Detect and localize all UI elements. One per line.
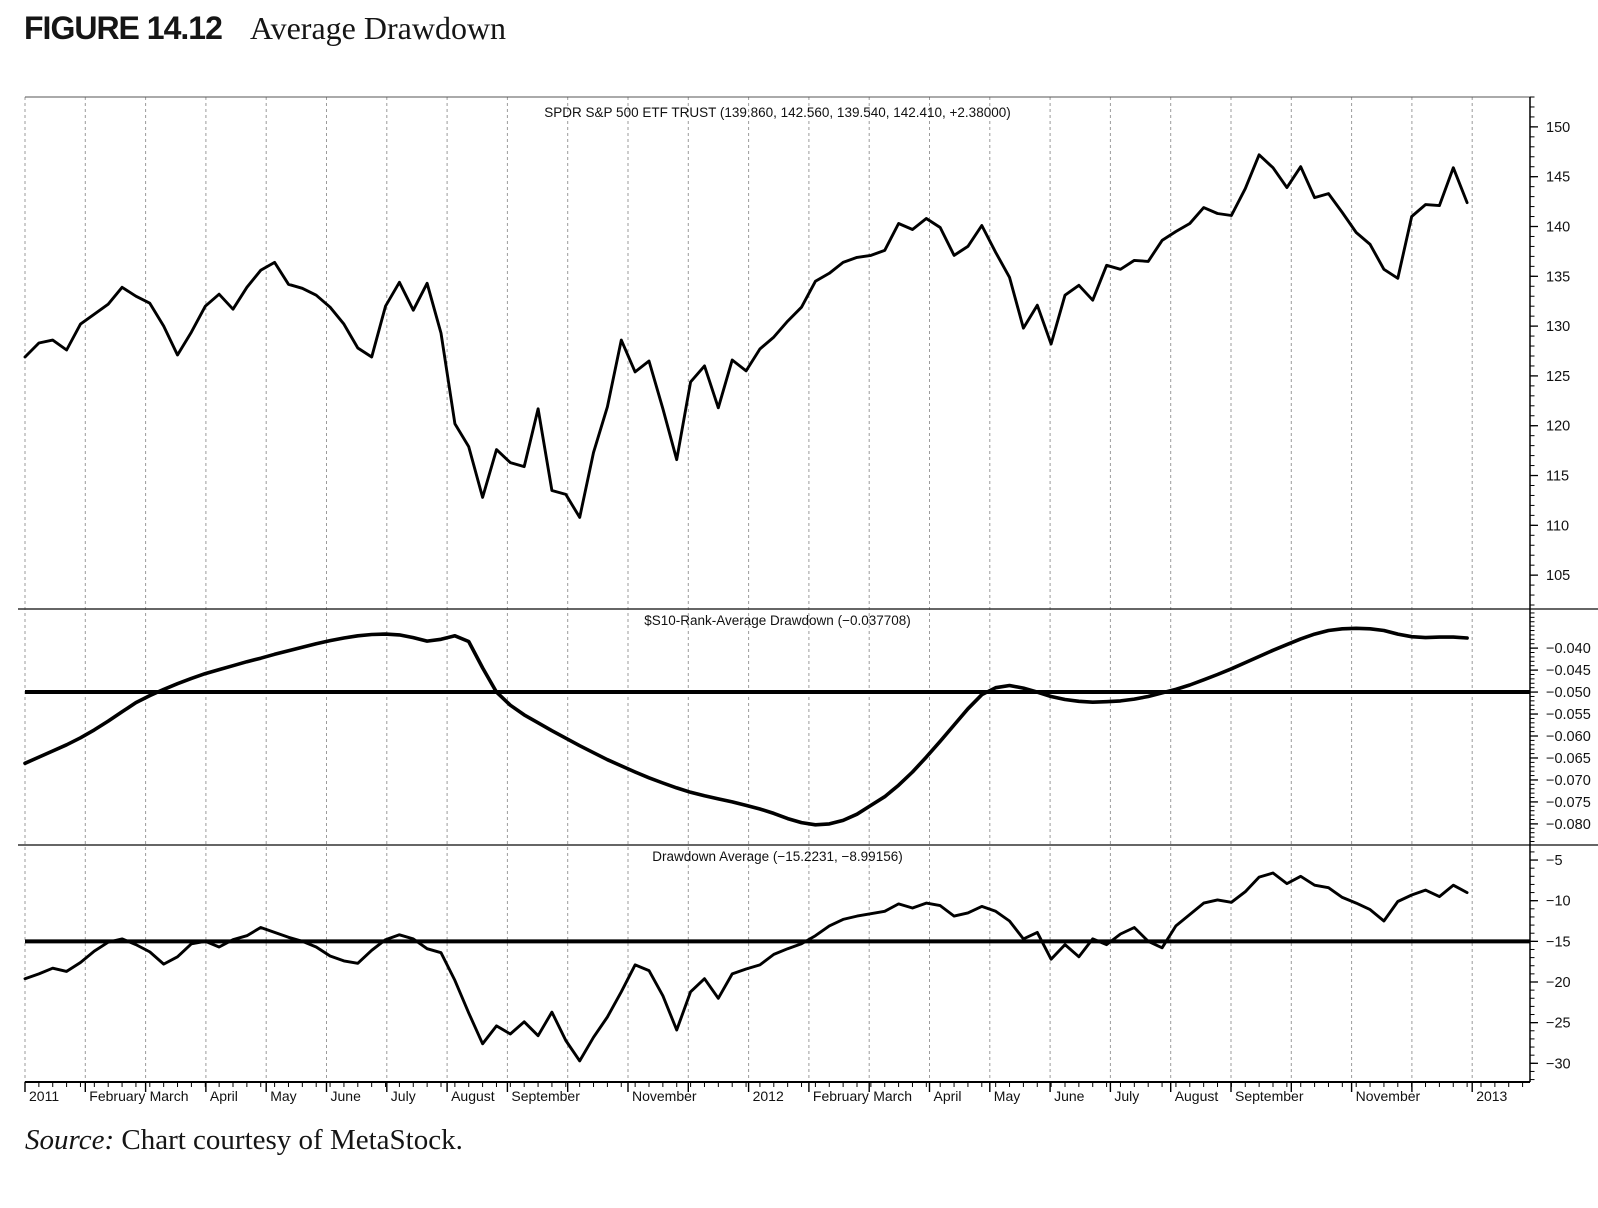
y-tick-label: −10 (1546, 894, 1571, 910)
y-tick-label: −0.065 (1546, 751, 1591, 767)
y-tick-label: 140 (1546, 219, 1570, 235)
x-axis-label: November (1356, 1088, 1421, 1104)
x-axis-label: July (1114, 1088, 1139, 1104)
figure-title: Average Drawdown (249, 10, 507, 46)
y-tick-label: −15 (1546, 934, 1571, 950)
x-axis-label: July (391, 1088, 416, 1104)
y-tick-label: −0.080 (1546, 817, 1591, 833)
y-tick-label: −25 (1546, 1016, 1571, 1032)
y-tick-label: 125 (1546, 369, 1570, 385)
rank-average-drawdown-series (23, 626, 1469, 827)
figure-number: FIGURE 14.12 (24, 10, 223, 46)
source-prefix: Source: (25, 1124, 115, 1156)
x-axis-label: September (511, 1088, 580, 1104)
x-axis-label: 2011 (29, 1088, 59, 1104)
y-tick-label: −20 (1546, 975, 1571, 991)
drawdown-average-series (23, 871, 1469, 1063)
x-axis-label: April (210, 1088, 238, 1104)
panel-title: Drawdown Average (−15.2231, −8.99156) (652, 849, 902, 864)
y-tick-label: 115 (1546, 469, 1569, 485)
y-tick-label: 105 (1546, 568, 1570, 584)
x-axis-label: August (1175, 1088, 1219, 1104)
x-axis-label: November (632, 1088, 697, 1104)
x-axis-label: September (1235, 1088, 1304, 1104)
source-credit: Source: Chart courtesy of MetaStock. (25, 1124, 463, 1157)
y-tick-label: −0.075 (1546, 795, 1591, 811)
y-tick-label: 150 (1546, 120, 1570, 136)
x-axis-label: February (89, 1088, 145, 1104)
x-axis-label: March (150, 1088, 189, 1104)
panel-title: $S10-Rank-Average Drawdown (−0.037708) (644, 613, 911, 628)
source-text: Chart courtesy of MetaStock. (114, 1124, 463, 1156)
x-axis-label: June (1054, 1088, 1085, 1104)
y-tick-label: −0.040 (1546, 641, 1591, 657)
y-tick-label: −0.070 (1546, 773, 1591, 789)
y-tick-label: −30 (1546, 1056, 1571, 1072)
y-tick-label: 135 (1546, 269, 1570, 285)
price-series (23, 153, 1469, 519)
y-tick-label: 145 (1546, 170, 1570, 186)
x-axis-label: May (270, 1088, 296, 1104)
x-axis-label: April (934, 1088, 962, 1104)
y-tick-label: 110 (1546, 518, 1569, 534)
x-axis-label: May (994, 1088, 1020, 1104)
x-axis-label: March (873, 1088, 912, 1104)
y-tick-label: 130 (1546, 319, 1570, 335)
figure-caption: FIGURE 14.12 Average Drawdown (24, 10, 506, 47)
y-tick-label: −0.050 (1546, 685, 1591, 701)
y-tick-label: 120 (1546, 419, 1570, 435)
y-tick-label: −0.055 (1546, 707, 1591, 723)
y-tick-label: −0.045 (1546, 663, 1591, 679)
x-axis-label: 2013 (1476, 1088, 1507, 1104)
x-axis-label: February (813, 1088, 869, 1104)
y-tick-label: −0.060 (1546, 729, 1591, 745)
x-axis-label: June (331, 1088, 362, 1104)
x-axis-label: August (451, 1088, 495, 1104)
y-tick-label: −5 (1546, 853, 1563, 869)
panel-title: SPDR S&P 500 ETF TRUST (139.860, 142.560… (544, 105, 1010, 120)
x-axis-label: 2012 (753, 1088, 784, 1104)
